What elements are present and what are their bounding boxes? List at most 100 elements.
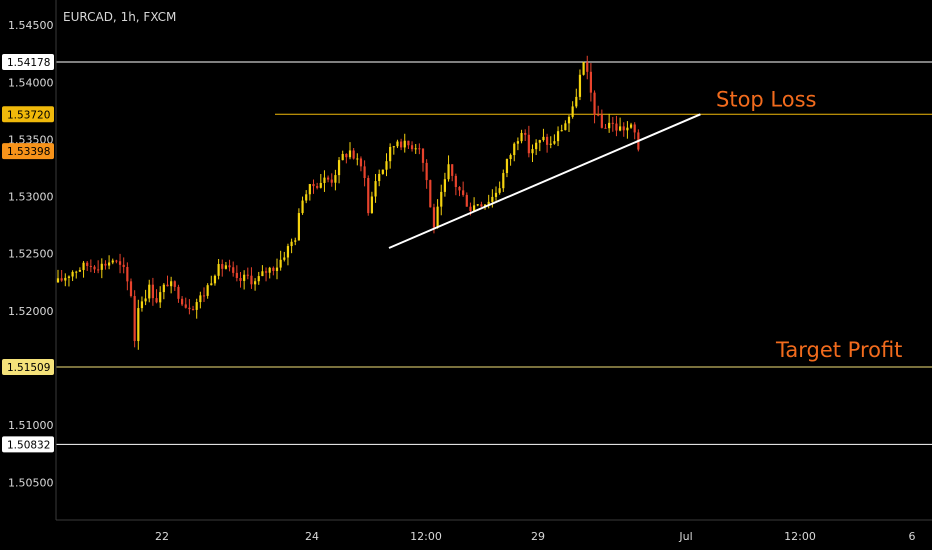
candle-body	[78, 270, 81, 272]
candles	[56, 55, 640, 350]
candle-body	[345, 153, 348, 158]
candle-body	[352, 150, 355, 159]
y-tick-label: 1.50500	[8, 476, 54, 489]
candle-body	[213, 275, 217, 284]
candle-body	[235, 272, 238, 278]
candle-body	[195, 302, 198, 310]
candle-body	[363, 166, 366, 179]
candle-body	[429, 180, 432, 208]
candle-body	[257, 276, 260, 282]
candle-body	[469, 206, 472, 212]
candle-body	[199, 295, 202, 303]
candle-body	[71, 271, 74, 277]
candle-body	[465, 194, 468, 207]
candle-body	[60, 278, 63, 281]
candle-body	[305, 194, 308, 201]
candle-body	[567, 116, 571, 124]
candle-body	[254, 281, 257, 285]
y-tick-label: 1.54000	[8, 76, 54, 89]
annotation-label: Target Profit	[775, 338, 902, 362]
candle-body	[578, 74, 582, 97]
candle-body	[604, 127, 607, 129]
candle-body	[611, 122, 614, 124]
candle-body	[473, 205, 476, 212]
candle-body	[389, 147, 392, 162]
candle-body	[243, 274, 246, 281]
candle-body	[115, 260, 118, 262]
x-tick-label: 22	[155, 530, 169, 543]
candle-body	[447, 164, 450, 180]
candle-body	[600, 114, 603, 128]
candle-body	[89, 265, 92, 267]
annotations: Stop Loss Target Profit	[716, 87, 902, 362]
candle-body	[129, 281, 133, 297]
x-tick-label: 29	[531, 530, 545, 543]
candle-body	[104, 263, 107, 266]
price-tag-label: 1.53720	[7, 109, 50, 121]
candle-body	[264, 271, 268, 273]
candle-body	[100, 263, 103, 270]
candle-body	[184, 304, 187, 308]
candle-body	[210, 283, 213, 286]
candle-body	[334, 175, 337, 183]
candle-body	[75, 271, 78, 273]
candle-body	[615, 123, 618, 131]
candle-body	[359, 158, 363, 167]
candle-body	[589, 71, 592, 93]
time-axis[interactable]: 22 24 12:00 29 Jul 12:00 6	[155, 530, 916, 543]
x-tick-label: 24	[305, 530, 319, 543]
candle-body	[294, 240, 297, 242]
candle-body	[385, 161, 388, 170]
candle-body	[250, 275, 253, 285]
price-tag	[2, 436, 54, 453]
candle-body	[608, 122, 611, 129]
candle-body	[246, 274, 249, 276]
candle-body	[188, 307, 191, 310]
x-tick-label: 12:00	[410, 530, 442, 543]
candle-body	[436, 206, 439, 228]
candle-body	[206, 285, 209, 296]
candle-body	[527, 134, 530, 154]
candle-body	[586, 62, 589, 72]
candle-body	[341, 153, 344, 161]
candle-body	[440, 191, 443, 207]
candle-body	[108, 262, 111, 266]
candle-body	[487, 201, 490, 205]
candle-body	[140, 301, 144, 309]
candle-body	[122, 264, 125, 267]
candle-body	[319, 182, 322, 188]
candle-body	[97, 269, 100, 271]
candle-body	[410, 145, 414, 150]
candle-body	[513, 143, 516, 156]
candle-body	[56, 278, 60, 283]
candle-body	[323, 177, 326, 183]
candle-body	[374, 181, 377, 197]
candle-body	[155, 298, 158, 303]
candle-body	[502, 173, 505, 189]
candle-body	[67, 276, 71, 278]
candle-body	[137, 308, 140, 342]
candle-body	[202, 295, 206, 297]
candle-body	[403, 140, 406, 148]
y-tick-label: 1.52500	[8, 248, 54, 261]
candle-body	[232, 267, 235, 273]
candle-body	[290, 241, 293, 247]
trendline-group	[388, 113, 701, 249]
y-tick-label: 1.53000	[8, 191, 54, 204]
candle-body	[425, 162, 428, 181]
price-tags: 1.54178 1.53720 1.53398 1.51509 1.50832	[2, 53, 54, 453]
candle-body	[370, 196, 373, 214]
candle-body	[275, 267, 279, 271]
candle-body	[443, 179, 446, 192]
candle-body	[546, 136, 549, 145]
price-tag	[2, 106, 54, 123]
candle-body	[297, 213, 300, 241]
candle-body	[619, 126, 622, 131]
candle-body	[378, 173, 381, 182]
candle-body	[166, 284, 169, 287]
candle-body	[312, 184, 315, 187]
candle-body	[451, 164, 454, 176]
